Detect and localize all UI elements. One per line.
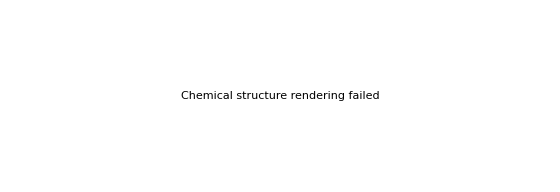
Text: Chemical structure rendering failed: Chemical structure rendering failed [181,91,379,101]
